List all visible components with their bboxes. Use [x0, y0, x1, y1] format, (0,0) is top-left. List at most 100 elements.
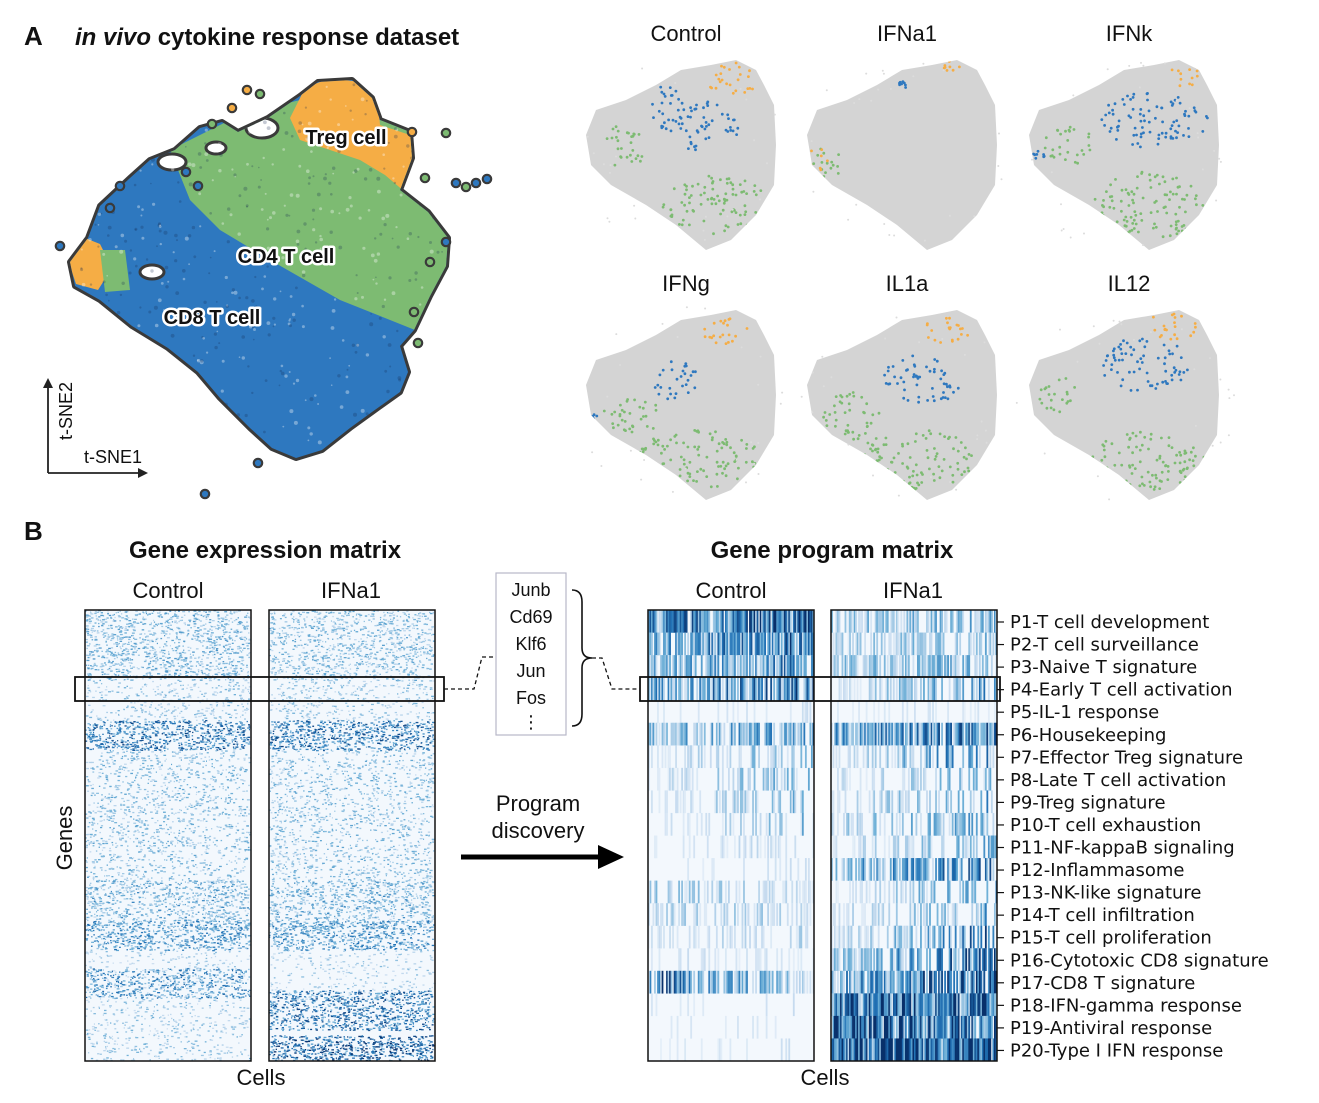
heatmap-cell [104, 869, 107, 872]
heatmap-cell [195, 613, 197, 615]
heatmap-cell [122, 832, 124, 834]
cd4-cell-dot [679, 455, 683, 459]
treg-cell-dot [722, 65, 726, 69]
heatmap-cell [117, 872, 121, 874]
grey-outlier-dot [976, 434, 979, 437]
cell-dot [319, 234, 322, 238]
heatmap-cell [224, 882, 226, 884]
cd8-cell-dot [1139, 145, 1142, 149]
heatmap-cell [125, 696, 128, 698]
heatmap-cell [215, 665, 218, 667]
heatmap-cell [109, 735, 111, 737]
cd4-cell-dot [1167, 470, 1170, 473]
cell-dot [313, 250, 315, 253]
highlighted-cells [605, 61, 769, 236]
cell-dot [424, 426, 427, 429]
heatmap-cell [124, 627, 127, 630]
heatmap-cell [148, 664, 150, 666]
heatmap-cell [212, 841, 214, 843]
cell-dot [373, 447, 377, 452]
heatmap-cell [214, 742, 216, 744]
cd4-cell-dot [1169, 224, 1173, 228]
heatmap-cell [236, 652, 240, 654]
heatmap-cell [181, 838, 183, 840]
heatmap-cell [243, 638, 245, 641]
cell-dot [208, 76, 210, 78]
grey-outlier-dot [822, 385, 825, 388]
cell-dot [289, 295, 293, 298]
heatmap-cell [197, 657, 200, 659]
heatmap-cell [221, 710, 224, 712]
heatmap-cell [217, 671, 221, 674]
outlier-cell-dot [226, 102, 238, 114]
heatmap-cell [239, 892, 242, 894]
heatmap-cell [204, 725, 207, 727]
heatmap-cell [172, 664, 175, 666]
heatmap-cell [232, 726, 234, 728]
heatmap-cell [115, 712, 117, 714]
heatmap-cell [202, 869, 205, 871]
heatmap-cell [96, 740, 98, 743]
cd4-cell-dot [1101, 214, 1105, 217]
heatmap-cell [247, 727, 249, 729]
heatmap-cell [216, 705, 218, 707]
cd4-cell-dot [934, 455, 938, 458]
grey-outlier-dot [1197, 136, 1200, 139]
heatmap-cell [217, 625, 220, 627]
heatmap-cell [190, 724, 193, 726]
heatmap-cell [112, 755, 115, 757]
cd8-cell-dot [1184, 109, 1187, 113]
cell-dot [169, 421, 174, 426]
heatmap-cell [110, 627, 113, 629]
cd4-cell-dot [754, 211, 758, 214]
cell-dot [217, 431, 222, 436]
cd8-cell-dot [884, 382, 888, 385]
cell-dot [231, 80, 236, 83]
heatmap-cell [145, 738, 149, 740]
heatmap-cell [171, 751, 174, 753]
heatmap-cell [180, 767, 182, 769]
cd4-cell-dot [1183, 475, 1187, 478]
heatmap-cell [214, 802, 217, 804]
cd8-cell-dot [1141, 126, 1144, 129]
cd4-cell-dot [706, 198, 710, 201]
heatmap-cell [177, 707, 179, 709]
heatmap-cell [129, 687, 131, 689]
heatmap-cell [160, 723, 163, 726]
cd8-cell-dot [905, 369, 908, 372]
cd8-cell-dot [925, 365, 928, 369]
heatmap-cell [116, 691, 120, 693]
cell-dot [363, 177, 368, 181]
cell-dot [247, 365, 250, 368]
heatmap-cell [171, 660, 174, 662]
heatmap-cell [188, 763, 190, 765]
heatmap-cell [100, 825, 104, 827]
cd4-cell-dot [880, 471, 884, 475]
heatmap-cell [97, 747, 100, 749]
heatmap-cell [197, 636, 200, 638]
cd4-cell-dot [1117, 451, 1121, 455]
heatmap-cell [198, 640, 201, 642]
heatmap-cell [154, 669, 158, 671]
cell-dot [374, 237, 377, 240]
heatmap-cell [162, 887, 165, 889]
heatmap-cell [103, 673, 106, 675]
heatmap-cell [224, 807, 226, 810]
cell-dot [307, 182, 311, 185]
cd4-cell-dot [723, 229, 726, 233]
cd4-cell-dot [651, 427, 655, 430]
cell-dot [77, 102, 80, 105]
cell-dot [436, 250, 440, 254]
heatmap-cell [235, 629, 239, 631]
heatmap-cell [205, 826, 207, 829]
cell-dot [291, 312, 296, 317]
heatmap-cell [231, 734, 234, 736]
cell-dot [140, 225, 144, 229]
heatmap-cell [86, 747, 89, 749]
grey-outlier-dot [882, 72, 885, 75]
heatmap-cell [92, 771, 95, 773]
heatmap-cell [161, 733, 164, 735]
heatmap-cell [125, 775, 128, 778]
heatmap-cell [150, 714, 153, 716]
cell-dot [452, 414, 456, 418]
